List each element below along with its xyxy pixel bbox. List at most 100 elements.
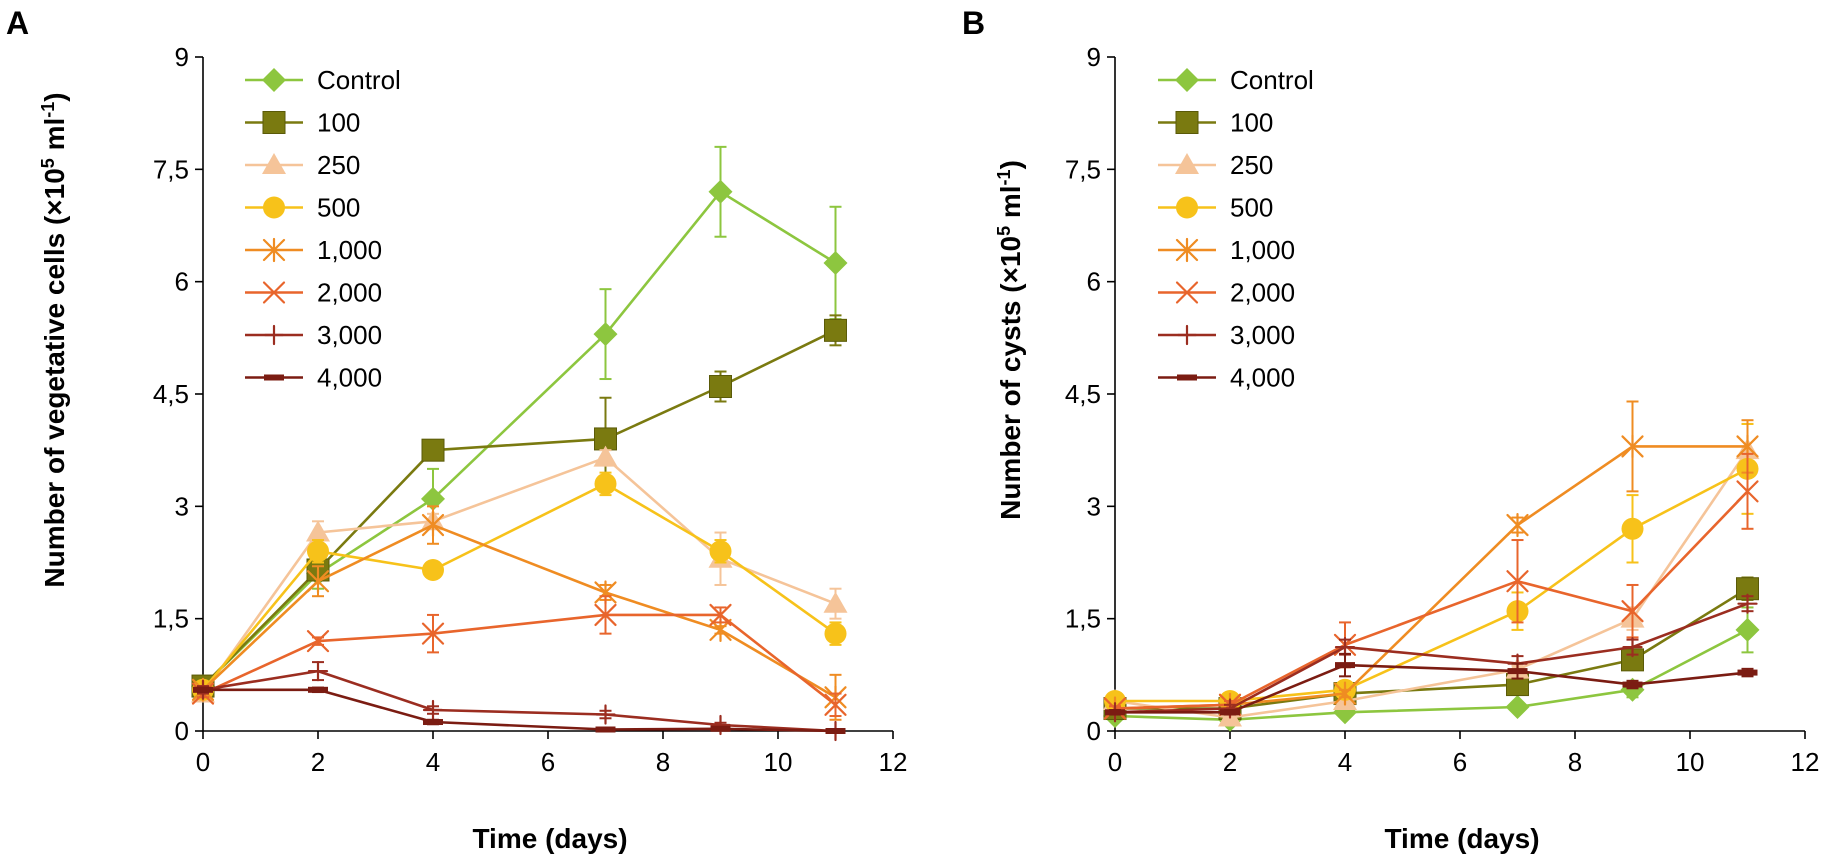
legend-item: 250 <box>1158 150 1273 180</box>
data-point <box>708 179 733 204</box>
legend-label: 250 <box>317 150 360 180</box>
legend-item: 2,000 <box>245 278 382 308</box>
legend-item: Control <box>1158 65 1314 95</box>
legend-item: 2,000 <box>1158 278 1295 308</box>
legend-label: 2,000 <box>1230 278 1295 308</box>
legend-marker <box>262 237 286 263</box>
legend-item: 100 <box>245 108 360 138</box>
series-100-a <box>191 314 847 698</box>
x-tick-label: 4 <box>426 747 440 777</box>
series-line <box>202 669 836 733</box>
legend-item: 3,000 <box>1158 320 1295 350</box>
legend-label: 1,000 <box>317 235 382 265</box>
series-line <box>1115 587 1749 710</box>
data-point <box>1507 668 1528 675</box>
x-tick-label: 8 <box>656 747 670 777</box>
series-Control-a <box>191 145 848 699</box>
data-point <box>710 725 731 732</box>
data-point <box>193 686 213 693</box>
legend-marker <box>1175 111 1199 134</box>
data-point <box>709 375 732 399</box>
legend-label: 500 <box>1230 193 1273 223</box>
x-tick-label: 6 <box>541 747 555 777</box>
y-tick-label: 9 <box>1087 42 1101 72</box>
data-point <box>1622 637 1643 658</box>
y-tick-label: 0 <box>1087 716 1101 746</box>
legend-marker <box>1175 153 1199 174</box>
data-point <box>422 699 444 721</box>
data-point <box>1735 617 1760 642</box>
data-point <box>594 603 617 627</box>
data-point <box>593 445 618 467</box>
series-line <box>1115 467 1749 703</box>
legend-item: 500 <box>1158 193 1273 223</box>
x-tick-label: 10 <box>764 747 793 777</box>
legend-item: 4,000 <box>1158 363 1295 393</box>
x-tick-label: 2 <box>1223 747 1237 777</box>
data-point <box>1736 480 1759 503</box>
legend-item: 1,000 <box>245 235 382 265</box>
legend-marker <box>262 111 286 134</box>
data-point <box>825 728 846 734</box>
legend-marker <box>1175 68 1199 92</box>
data-point <box>421 512 445 538</box>
panel-b: B Number of cysts (×105 ml-1) Time (days… <box>962 5 1819 854</box>
series-line <box>202 523 837 699</box>
legend-item: 500 <box>245 193 360 223</box>
data-point <box>824 622 847 645</box>
series-line <box>1114 490 1749 710</box>
y-tick-label: 4,5 <box>153 379 189 409</box>
data-point <box>421 622 445 645</box>
series-1000-b <box>1103 400 1759 721</box>
legend-label: 1,000 <box>1230 235 1295 265</box>
legend-marker <box>1175 237 1199 263</box>
series-layer-a <box>191 145 848 742</box>
series-line <box>203 688 836 733</box>
x-tick-label: 0 <box>196 747 210 777</box>
series-line <box>202 190 837 688</box>
data-point <box>1622 681 1643 688</box>
legend-item: 4,000 <box>245 363 382 393</box>
legend-label: 100 <box>1230 108 1273 138</box>
series-line <box>1114 602 1748 714</box>
series-layer-b <box>1103 400 1760 732</box>
y-axis-title-b: Number of cysts (×105 ml-1) <box>994 160 1026 520</box>
series-line <box>202 613 837 706</box>
series-100-b <box>1103 576 1759 721</box>
data-point <box>1621 600 1644 623</box>
y-tick-label: 0 <box>175 716 189 746</box>
data-point <box>824 693 847 716</box>
x-tick-label: 4 <box>1338 747 1352 777</box>
legend-label: 100 <box>317 108 360 138</box>
y-tick-label: 3 <box>1087 491 1101 521</box>
data-point <box>709 603 732 627</box>
legend-a: Control 100 250 500 1,000 2,000 3,000 4,000 <box>245 65 401 393</box>
legend-marker <box>264 374 284 381</box>
series-500-a <box>192 471 847 701</box>
legend-item: Control <box>245 65 401 95</box>
data-point <box>823 250 848 275</box>
legend-marker <box>1176 196 1198 219</box>
legend-label: 4,000 <box>1230 363 1295 393</box>
series-line <box>1115 663 1748 714</box>
legend-marker <box>1176 324 1198 346</box>
legend-marker <box>262 68 286 92</box>
x-axis-title-b: Time (days) <box>1384 823 1539 854</box>
x-tick-label: 0 <box>1108 747 1122 777</box>
legend-item: 3,000 <box>245 320 382 350</box>
legend-label: 4,000 <box>317 363 382 393</box>
data-point <box>1621 517 1644 540</box>
data-point <box>1333 681 1357 706</box>
data-point <box>423 719 443 726</box>
y-tick-label: 6 <box>175 267 189 297</box>
data-point <box>307 660 329 682</box>
legend-label: 3,000 <box>1230 320 1295 350</box>
y-tick-label: 6 <box>1087 267 1101 297</box>
panel-label-a: A <box>6 5 29 41</box>
axes-a: 0 1,5 3 4,5 6 7,5 9 0 2 4 6 8 10 12 <box>153 42 908 777</box>
data-point <box>595 726 616 733</box>
data-point <box>1737 669 1758 676</box>
x-tick-label: 6 <box>1453 747 1467 777</box>
axes-b: 0 1,5 3 4,5 6 7,5 9 0 2 4 6 8 10 12 <box>1065 42 1820 777</box>
data-point <box>306 520 330 542</box>
